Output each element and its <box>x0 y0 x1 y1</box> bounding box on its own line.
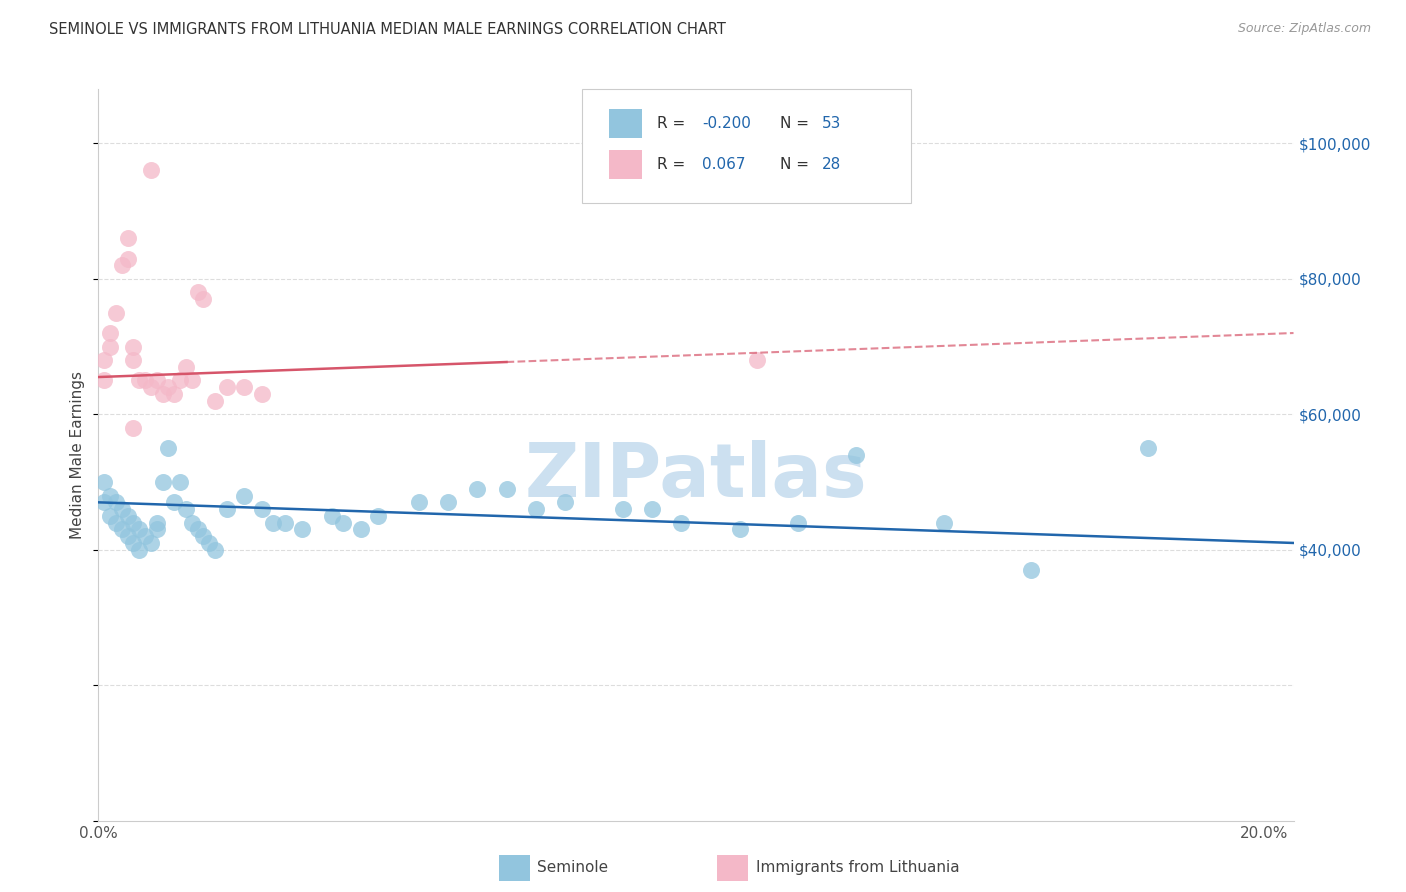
Point <box>291 523 314 537</box>
Point <box>163 495 186 509</box>
Text: Source: ZipAtlas.com: Source: ZipAtlas.com <box>1237 22 1371 36</box>
Point <box>128 523 150 537</box>
Point <box>117 231 139 245</box>
Point <box>186 523 208 537</box>
Point <box>122 353 145 368</box>
Point <box>437 495 460 509</box>
Point <box>332 516 354 530</box>
Point <box>193 292 215 306</box>
Text: 0.067: 0.067 <box>702 157 745 172</box>
Point <box>117 252 139 266</box>
Point <box>174 359 197 374</box>
Point <box>845 448 868 462</box>
Point <box>122 516 145 530</box>
Text: R =: R = <box>657 157 695 172</box>
Point <box>134 529 156 543</box>
Text: 28: 28 <box>821 157 841 172</box>
Point <box>169 475 191 489</box>
FancyBboxPatch shape <box>609 109 643 138</box>
Text: SEMINOLE VS IMMIGRANTS FROM LITHUANIA MEDIAN MALE EARNINGS CORRELATION CHART: SEMINOLE VS IMMIGRANTS FROM LITHUANIA ME… <box>49 22 725 37</box>
Point <box>152 387 174 401</box>
Point <box>524 502 547 516</box>
Text: Seminole: Seminole <box>537 861 609 875</box>
Point <box>93 353 115 368</box>
Point <box>180 373 202 387</box>
Text: ZIPatlas: ZIPatlas <box>524 441 868 514</box>
Point <box>215 502 238 516</box>
Point <box>145 523 167 537</box>
Point <box>180 516 202 530</box>
Point <box>111 502 134 516</box>
Point <box>215 380 238 394</box>
Point <box>554 495 576 509</box>
Point <box>117 529 139 543</box>
Text: -0.200: -0.200 <box>702 116 751 131</box>
Point <box>104 306 127 320</box>
Point <box>250 502 273 516</box>
Point <box>321 508 343 523</box>
Point <box>104 516 127 530</box>
Point <box>233 380 256 394</box>
Point <box>233 489 256 503</box>
Point <box>262 516 284 530</box>
Point <box>104 495 127 509</box>
Point <box>728 523 751 537</box>
Point <box>122 536 145 550</box>
Point <box>145 373 167 387</box>
Point <box>747 353 769 368</box>
Point <box>111 523 134 537</box>
Point <box>139 380 162 394</box>
Point <box>495 482 517 496</box>
Point <box>152 475 174 489</box>
Point <box>163 387 186 401</box>
Point <box>193 529 215 543</box>
Point <box>93 475 115 489</box>
Point <box>467 482 489 496</box>
Point <box>204 542 226 557</box>
Point <box>408 495 430 509</box>
Point <box>139 536 162 550</box>
Point <box>145 516 167 530</box>
Point <box>1019 563 1042 577</box>
FancyBboxPatch shape <box>609 150 643 179</box>
Point <box>1136 441 1159 455</box>
Point <box>274 516 297 530</box>
Point <box>93 495 115 509</box>
Point <box>122 340 145 354</box>
Point <box>122 421 145 435</box>
Point <box>128 542 150 557</box>
Text: Immigrants from Lithuania: Immigrants from Lithuania <box>756 861 960 875</box>
Point <box>641 502 664 516</box>
Point <box>367 508 389 523</box>
Point <box>932 516 955 530</box>
Point <box>98 489 121 503</box>
Point <box>111 258 134 272</box>
Text: N =: N = <box>779 116 814 131</box>
Point <box>139 163 162 178</box>
Point <box>128 373 150 387</box>
Point <box>157 441 180 455</box>
Point <box>98 340 121 354</box>
Point <box>134 373 156 387</box>
Point <box>98 508 121 523</box>
Y-axis label: Median Male Earnings: Median Male Earnings <box>70 371 86 539</box>
FancyBboxPatch shape <box>582 89 911 202</box>
Point <box>174 502 197 516</box>
Point <box>612 502 634 516</box>
Point <box>93 373 115 387</box>
Point <box>350 523 373 537</box>
Text: R =: R = <box>657 116 690 131</box>
Text: 53: 53 <box>821 116 841 131</box>
Point <box>157 380 180 394</box>
Point <box>204 393 226 408</box>
Point <box>671 516 693 530</box>
Point <box>186 285 208 300</box>
Point <box>787 516 810 530</box>
Point <box>250 387 273 401</box>
Point <box>198 536 221 550</box>
Point <box>117 508 139 523</box>
Point <box>98 326 121 340</box>
Point <box>169 373 191 387</box>
Text: N =: N = <box>779 157 814 172</box>
